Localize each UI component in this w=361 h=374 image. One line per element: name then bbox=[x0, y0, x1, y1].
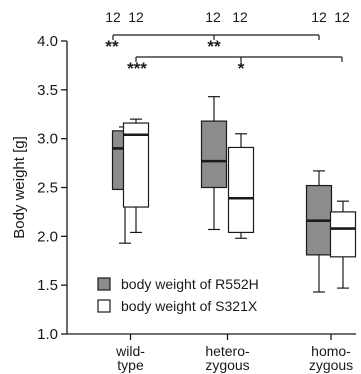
y-axis-label: Body weight [g] bbox=[11, 136, 28, 239]
box-plot bbox=[122, 118, 150, 234]
legend: body weight of R552H body weight of S321X bbox=[97, 276, 259, 314]
box-iqr bbox=[329, 211, 357, 258]
x-category-label: homo- bbox=[311, 343, 351, 359]
sample-size-label: 12 bbox=[128, 9, 144, 25]
legend-swatch bbox=[97, 277, 111, 291]
y-tick-label: 3.0 bbox=[37, 131, 58, 148]
legend-swatch bbox=[97, 299, 111, 313]
significance-stars: *** bbox=[127, 59, 147, 78]
sample-size-labels: 12 12 12 12 12 12 bbox=[105, 9, 350, 25]
x-category-label: zygous bbox=[205, 357, 249, 373]
y-tick-label: 3.5 bbox=[37, 82, 58, 99]
sample-size-label: 12 bbox=[311, 9, 327, 25]
y-tick-label: 1.5 bbox=[37, 277, 58, 294]
x-category-label: zygous bbox=[309, 357, 353, 373]
x-category-label: type bbox=[117, 357, 144, 373]
legend-label: body weight of R552H bbox=[121, 276, 259, 292]
x-category-label: hetero- bbox=[205, 343, 250, 359]
box-plot bbox=[200, 96, 228, 231]
box-plot bbox=[227, 133, 255, 239]
box-iqr bbox=[122, 122, 150, 208]
box-plot bbox=[305, 170, 333, 293]
x-category-label: wild- bbox=[115, 343, 145, 359]
sample-size-label: 12 bbox=[205, 9, 221, 25]
sample-size-label: 12 bbox=[105, 9, 121, 25]
box-plot bbox=[329, 200, 357, 289]
sample-size-label: 12 bbox=[334, 9, 350, 25]
y-tick-label: 1.0 bbox=[37, 326, 58, 343]
box-iqr bbox=[200, 120, 228, 189]
significance-brackets: ** ***** * bbox=[105, 34, 343, 78]
box-iqr bbox=[227, 146, 255, 234]
sample-size-label: 12 bbox=[232, 9, 248, 25]
axes: 1.0 1.5 2.0 2.5 3.0 3.5 4.0 Body weight [g] wild… bbox=[11, 33, 356, 373]
legend-label: body weight of S321X bbox=[121, 298, 258, 314]
y-tick-label: 4.0 bbox=[37, 33, 58, 50]
significance-stars: * bbox=[238, 59, 245, 78]
y-tick-label: 2.0 bbox=[37, 228, 58, 245]
significance-stars: ** bbox=[207, 37, 221, 56]
box-series bbox=[111, 96, 357, 293]
significance-stars: ** bbox=[105, 37, 119, 56]
y-tick-label: 2.5 bbox=[37, 180, 58, 197]
